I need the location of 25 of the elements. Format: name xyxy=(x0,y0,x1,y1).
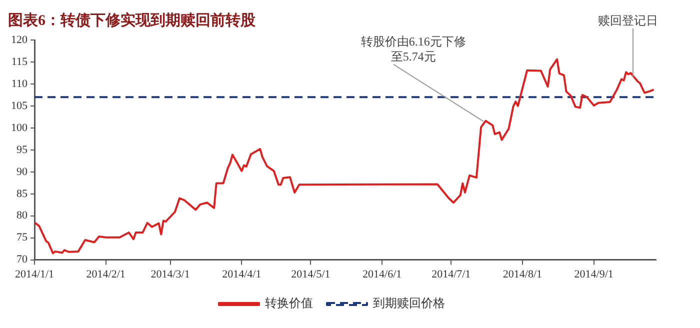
annotation: 赎回登记日 xyxy=(598,14,658,28)
y-tick-label: 80 xyxy=(16,210,28,222)
y-tick-label: 70 xyxy=(16,254,28,266)
x-tick-label: 2014/7/1 xyxy=(432,268,471,280)
y-tick-label: 95 xyxy=(16,144,28,156)
x-tick-label: 2014/4/1 xyxy=(222,268,262,280)
x-tick-label: 2014/2/1 xyxy=(86,268,126,280)
x-tick-label: 2014/1/1 xyxy=(14,268,54,280)
annotation: 转股价由6.16元下修至5.74元 xyxy=(360,34,466,64)
x-tick-label: 2014/6/1 xyxy=(362,268,402,280)
chart-title: 图表6：转债下修实现到期赎回前转股 xyxy=(8,10,256,29)
x-tick-label: 2014/5/1 xyxy=(291,268,330,280)
x-tick-label: 2014/3/1 xyxy=(150,268,190,280)
y-tick-label: 90 xyxy=(16,166,28,178)
y-tick-label: 120 xyxy=(11,34,28,46)
y-tick-label: 85 xyxy=(16,188,28,200)
x-tick-label: 2014/9/1 xyxy=(574,268,614,280)
y-tick-label: 110 xyxy=(11,78,28,90)
x-tick-label: 2014/8/1 xyxy=(502,268,542,280)
y-tick-label: 75 xyxy=(16,232,28,244)
legend-label: 转换价值 xyxy=(265,296,313,310)
y-tick-label: 105 xyxy=(11,100,28,112)
y-tick-label: 100 xyxy=(11,122,28,134)
legend-label: 到期赎回价格 xyxy=(373,296,445,310)
y-tick-label: 115 xyxy=(11,56,28,68)
